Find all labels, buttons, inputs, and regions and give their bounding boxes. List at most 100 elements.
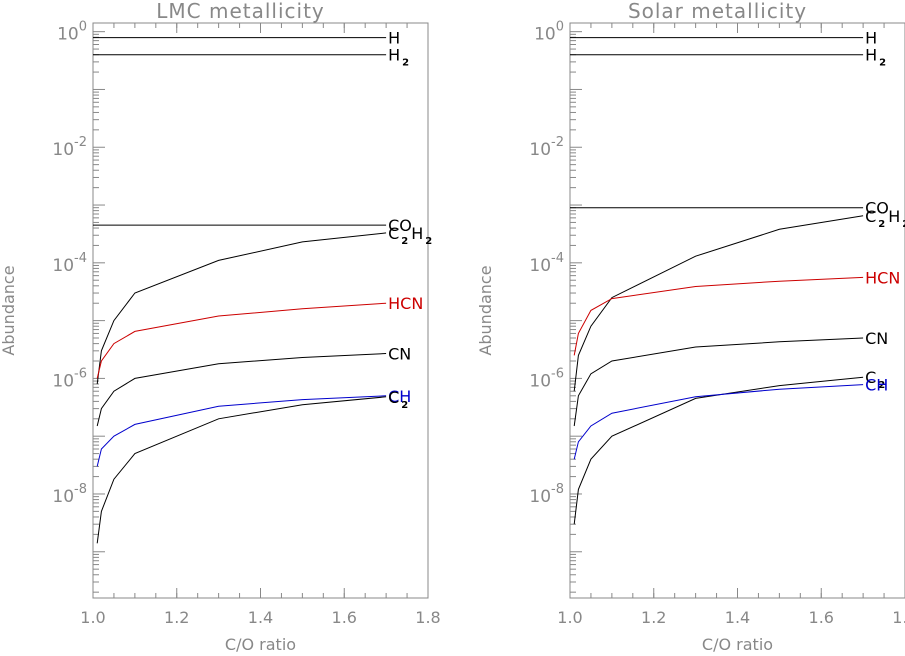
x-tick-label: 1.4 xyxy=(725,608,750,627)
series-label-ch: CH xyxy=(865,376,888,395)
x-axis-label: C/O ratio xyxy=(702,635,773,654)
y-tick-base: 10 xyxy=(529,140,551,160)
series-label-subscript: 2 xyxy=(879,58,886,69)
series-label-main: C xyxy=(865,368,876,387)
chart-title: Solar metallicity xyxy=(628,0,807,23)
y-tick-exponent: 0 xyxy=(79,20,87,35)
series-line-ch xyxy=(96,395,387,467)
series-label-main: CO xyxy=(388,216,412,235)
series-label-subscript: 2 xyxy=(878,380,885,391)
y-axis-label: Abundance xyxy=(476,265,495,355)
series-label-main: HCN xyxy=(388,294,423,313)
y-tick-base: 10 xyxy=(57,25,79,45)
x-tick-label: 1.2 xyxy=(641,608,666,627)
series-label-main: CH xyxy=(865,376,888,395)
y-tick-base: 10 xyxy=(534,25,556,45)
series-label-h: H xyxy=(388,29,400,48)
y-tick-label: 10-4 xyxy=(529,251,564,276)
series-label-main: CN xyxy=(865,329,888,348)
series-label-main-2: H xyxy=(411,224,423,243)
y-tick-base: 10 xyxy=(52,487,74,507)
y-tick-label: 100 xyxy=(534,20,564,45)
y-tick-exponent: -8 xyxy=(551,482,564,497)
y-tick-exponent: -4 xyxy=(551,251,564,266)
x-axis-label: C/O ratio xyxy=(225,635,296,654)
series-line-ch xyxy=(573,384,864,460)
y-tick-base: 10 xyxy=(52,371,74,391)
series-label-main: CH xyxy=(388,387,411,406)
y-tick-exponent: -8 xyxy=(74,482,87,497)
y-tick-exponent: -6 xyxy=(74,366,87,381)
series-label-co: CO xyxy=(388,216,412,235)
series-label-main: C xyxy=(865,207,876,226)
series-label-subscript: 2 xyxy=(401,236,408,247)
x-tick-label: 1.0 xyxy=(80,608,105,627)
series-line-cn xyxy=(96,353,387,427)
plot-frame xyxy=(92,22,429,599)
series-label-main: H xyxy=(388,29,400,48)
series-label-main: H xyxy=(865,29,877,48)
plot-frame xyxy=(569,22,905,599)
x-tick-label: 1.2 xyxy=(164,608,189,627)
series-label-main-2: H xyxy=(888,207,900,226)
series-label-main: CN xyxy=(388,344,411,363)
x-tick-label: 1.6 xyxy=(332,608,357,627)
y-tick-label: 10-8 xyxy=(52,482,87,507)
series-label-co: CO xyxy=(865,199,889,218)
y-tick-exponent: -6 xyxy=(551,366,564,381)
y-tick-exponent: -2 xyxy=(551,135,564,150)
series-label-main: CO xyxy=(865,199,889,218)
y-tick-exponent: -4 xyxy=(74,251,87,266)
series-label-subscript: 2 xyxy=(878,219,885,230)
series-label-cn: CN xyxy=(865,329,888,348)
series-line-cn xyxy=(573,337,864,427)
series-label-subscript: 2 xyxy=(402,58,409,69)
series-label-hcn: HCN xyxy=(865,268,900,287)
y-tick-label: 100 xyxy=(57,20,87,45)
series-line-c2h2 xyxy=(96,232,387,385)
y-tick-label: 10-2 xyxy=(529,135,564,160)
chart-title: LMC metallicity xyxy=(156,0,325,23)
series-label-subscript: 2 xyxy=(401,400,408,411)
x-tick-label: 1.0 xyxy=(557,608,582,627)
series-label-main: C xyxy=(388,388,399,407)
panel-lmc-metallicity: LMC metallicity 1.0 1.2 1.4 1.6 1.8 C/O ratio 1… xyxy=(0,0,441,654)
y-tick-exponent: 0 xyxy=(556,20,564,35)
series-line-c2h2 xyxy=(573,215,864,392)
y-tick-base: 10 xyxy=(52,256,74,276)
x-tick-label: 1.6 xyxy=(809,608,834,627)
series-line-c2 xyxy=(96,396,387,544)
series-label-main: H xyxy=(865,46,877,65)
series-line-c2 xyxy=(573,376,864,525)
series-label-main: C xyxy=(388,224,399,243)
series-label-subscript-2: 2 xyxy=(425,236,432,247)
y-tick-exponent: -2 xyxy=(74,135,87,150)
series-label-cn: CN xyxy=(388,344,411,363)
series-label-subscript-2: 2 xyxy=(902,219,905,230)
y-tick-label: 10-6 xyxy=(52,366,87,391)
series-label-main: H xyxy=(388,46,400,65)
y-axis-label: Abundance xyxy=(0,265,18,355)
y-tick-base: 10 xyxy=(529,487,551,507)
series-label-ch: CH xyxy=(388,387,411,406)
x-tick-label: 1.8 xyxy=(892,608,905,627)
series-label-hcn: HCN xyxy=(388,294,423,313)
y-tick-label: 10-8 xyxy=(529,482,564,507)
series-label-main: HCN xyxy=(865,268,900,287)
y-tick-base: 10 xyxy=(52,140,74,160)
y-tick-label: 10-2 xyxy=(52,135,87,160)
y-tick-label: 10-4 xyxy=(52,251,87,276)
series-label-h: H xyxy=(865,29,877,48)
series-line-hcn xyxy=(96,302,387,379)
x-tick-label: 1.8 xyxy=(415,608,440,627)
y-tick-base: 10 xyxy=(529,371,551,391)
y-tick-label: 10-6 xyxy=(529,366,564,391)
x-tick-label: 1.4 xyxy=(248,608,273,627)
